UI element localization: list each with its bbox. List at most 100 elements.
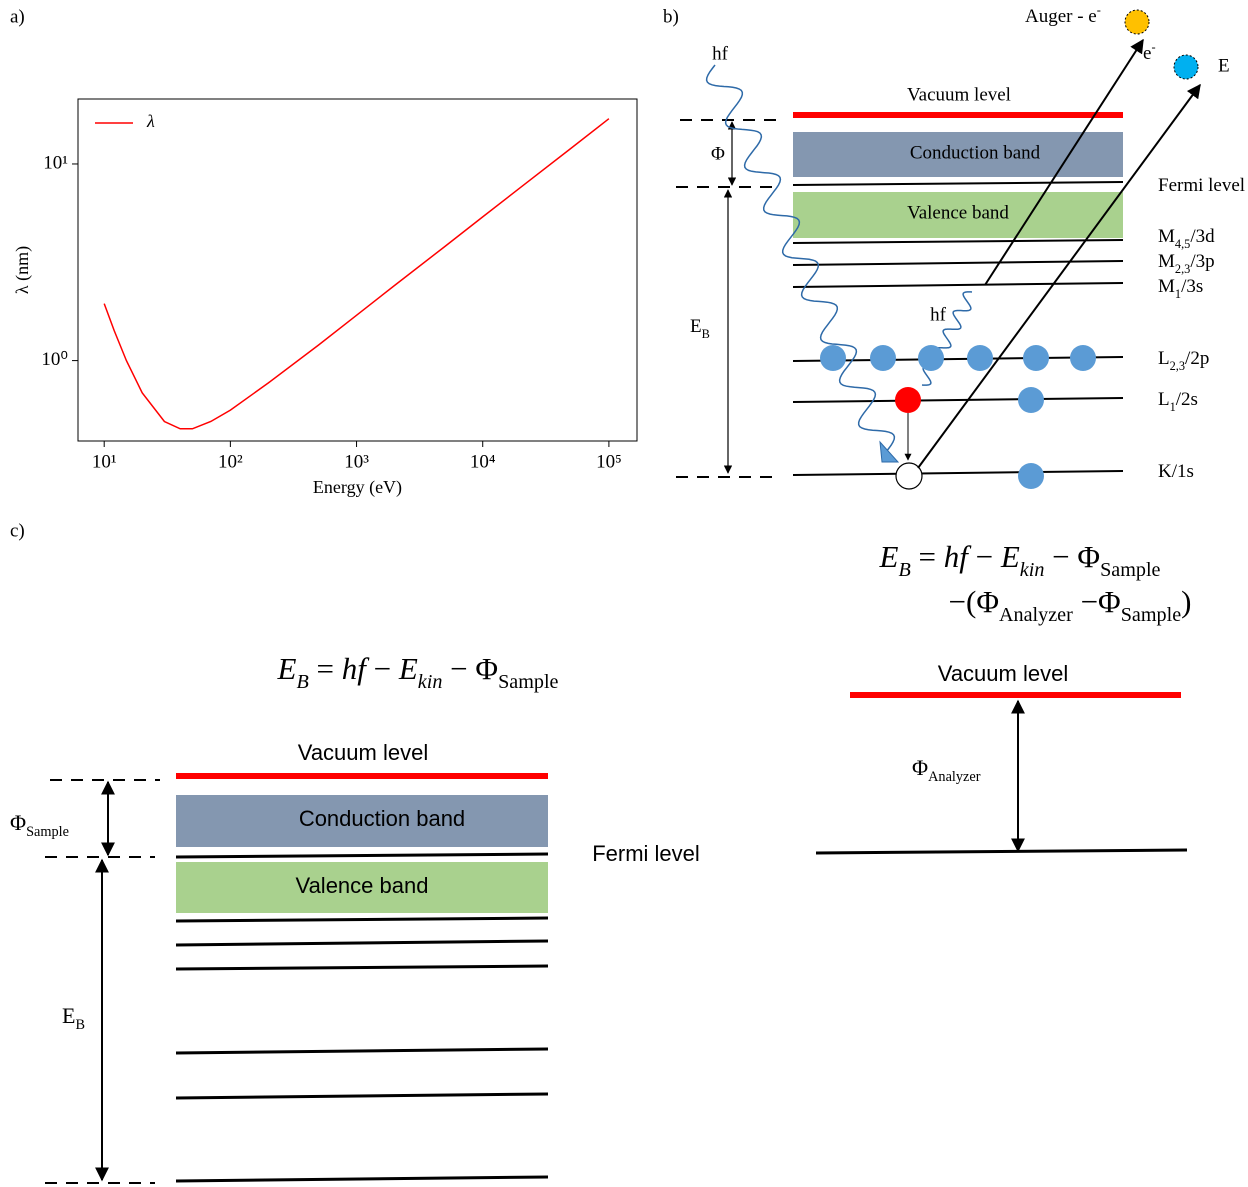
hf-label: hf [712,43,729,64]
energy-level [176,966,548,969]
equation-part: E [398,651,418,686]
hole-filling-electron [895,387,921,413]
panel-label: b) [663,6,679,27]
level-label-part: 4,5 [1175,237,1190,251]
red-vacuum-bar [793,112,1123,118]
y-axis-label: λ (nm) [12,246,33,294]
equation-part: B [296,671,308,693]
vacuum-level-label: Vacuum level [907,84,1011,105]
level-label-part: L [1158,348,1170,369]
red-vacuum-bar [850,692,1181,698]
level-label: M4,5/3d [1158,226,1215,250]
plot-frame [78,99,637,441]
conduction-band-label: Conduction band [299,806,465,831]
level-label-part: 2,3 [1175,262,1190,276]
binding-energy-label-part: E [690,316,702,337]
energy-level [793,261,1123,265]
level-label-part: M [1158,251,1175,272]
level-label: M1/3s [1158,276,1203,300]
fermi-level-label: Fermi level [592,841,700,866]
y-tick-label: 10¹ [43,152,68,173]
electron [820,345,846,371]
vacuum-level-label: Vacuum level [298,740,428,765]
binding-energy-label: EB [62,1003,85,1033]
photoelectron-label: e- [1143,40,1156,65]
equation-part: − [366,651,399,686]
phi-analyzer-label: ΦAnalyzer [912,755,981,785]
equation-part: − Φ [1044,539,1100,574]
level-label-part: M [1158,276,1175,297]
equation-part: − [968,539,1001,574]
level-label-part: /3d [1190,226,1215,247]
phi-sample-label: ΦSample [10,810,69,840]
phi-analyzer-label-part: Analyzer [928,769,981,785]
x-tick-label: 10⁴ [470,451,496,472]
x-tick-label: 10² [218,451,243,472]
hf-label: hf [930,304,947,325]
phi-sample-label-part: Sample [26,824,69,840]
energy-level [176,918,548,921]
energy-level [793,471,1123,475]
photon-arrowhead [880,442,898,462]
analyzer-fermi-level [816,850,1187,853]
panel-label: c) [10,520,25,541]
equation-part: Sample [1121,604,1181,626]
energy-level [176,1177,548,1181]
level-label-part: 2,3 [1170,359,1185,373]
binding-energy-label-part: B [75,1017,85,1033]
panel-label: a) [10,6,25,27]
electron [967,345,993,371]
electron [1070,345,1096,371]
equation: −(ΦAnalyzer −ΦSample) [949,584,1192,626]
x-axis-label: Energy (eV) [313,477,402,498]
level-label-part: L [1158,389,1170,410]
energy-level [176,1049,548,1053]
electron [870,345,896,371]
electron [918,345,944,371]
edge-label: E [1218,55,1230,76]
level-label-part: /3p [1190,251,1214,272]
equation-part: E [277,651,297,686]
energy-level [176,1094,548,1098]
level-label: K/1s [1158,461,1194,482]
auger-label-part: Auger - e [1025,6,1097,27]
level-label-part: /2s [1176,389,1198,410]
equation: EB = hf − Ekin − ΦSample [277,651,559,693]
electron [1018,387,1044,413]
equation-part: ) [1181,584,1191,619]
x-tick-label: 10³ [344,451,369,472]
photon-in [707,65,895,452]
x-tick-label: 10¹ [92,451,117,472]
equation-part: Analyzer [999,604,1073,626]
legend-label: λ [146,111,155,131]
electron [1018,463,1044,489]
level-label-part: /2p [1185,348,1209,369]
level-label: L1/2s [1158,389,1198,413]
electron [1023,345,1049,371]
level-label-part: Fermi level [1158,175,1245,196]
equation-part: B [898,559,910,581]
energy-level [793,182,1123,185]
fermi-level [176,854,548,857]
binding-energy-label-part: E [62,1003,75,1028]
binding-energy-label-part: B [702,327,710,341]
equation-part: E [1000,539,1020,574]
equation: EB = hf − Ekin − ΦSample [879,539,1161,581]
equation-part: E [879,539,899,574]
phi-analyzer-label-part: Φ [912,755,928,780]
figure: a)b)c)10¹10²10³10⁴10⁵10⁰10¹Energy (eV)λ … [0,0,1248,1187]
level-label-part: /3s [1181,276,1203,297]
energy-level [176,941,548,945]
level-label: Fermi level [1158,175,1245,196]
y-tick-label: 10⁰ [41,349,68,370]
binding-energy-label: EB [690,316,710,340]
data-line [104,119,609,429]
conduction-band-label: Conduction band [910,142,1041,163]
valence-band-label: Valence band [907,202,1009,223]
red-vacuum-bar [176,773,548,779]
equation-part: −Φ [1073,584,1121,619]
level-label-part: M [1158,226,1175,247]
equation-part: kin [418,671,443,693]
phi-sample-label-part: Φ [10,810,26,835]
equation-part: = [911,539,944,574]
